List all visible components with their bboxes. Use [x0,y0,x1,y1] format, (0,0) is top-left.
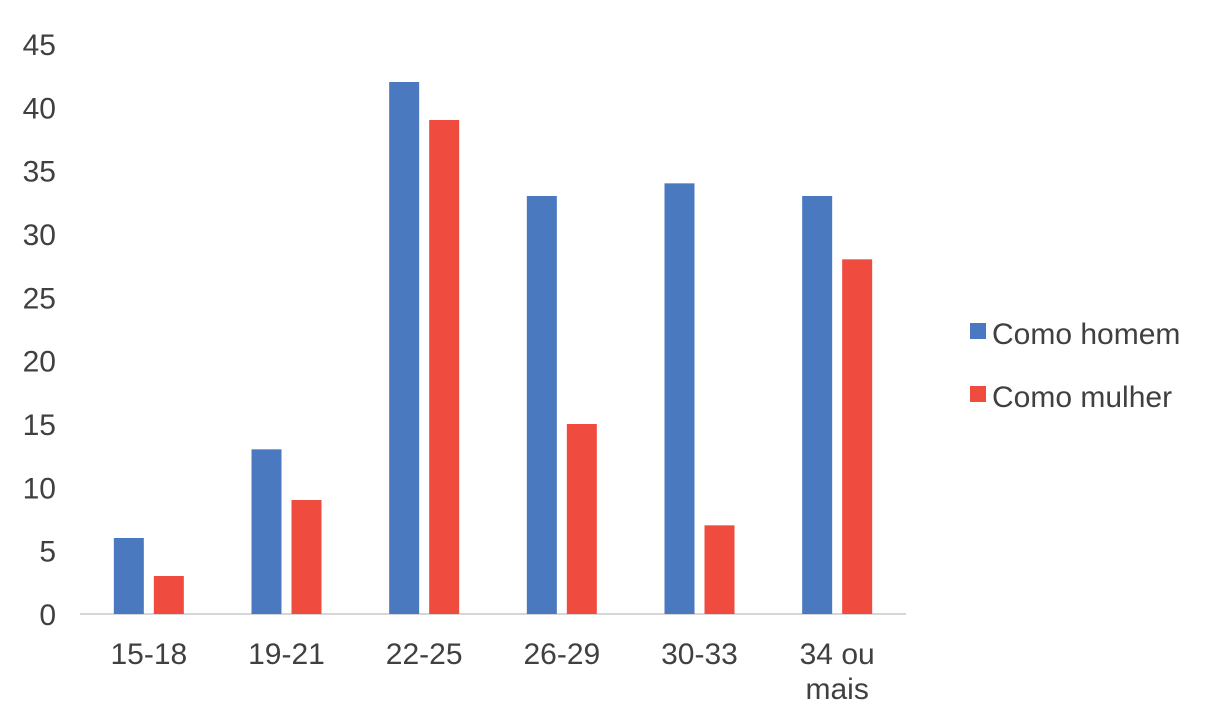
bar-como-mulher [153,576,184,614]
bar-como-homem [113,538,144,614]
x-tick-label: 26-29 [523,638,600,671]
x-tick-label: 22-25 [386,638,463,671]
y-tick-label: 10 [23,472,56,505]
y-tick-label: 40 [23,92,56,125]
y-tick-label: 20 [23,346,56,379]
y-tick-label: 15 [23,409,56,442]
y-tick-label: 35 [23,156,56,189]
y-tick-label: 45 [23,29,56,62]
bar-como-mulher [566,424,597,614]
bar-como-homem [389,82,420,614]
legend-swatch [970,386,986,402]
x-tick-label: 30-33 [661,638,738,671]
legend-label: Como mulher [992,381,1172,414]
y-tick-label: 25 [23,282,56,315]
bar-como-homem [664,183,695,615]
y-axis-ticks: 0 5 10 15 20 25 30 35 40 45 [23,29,56,632]
legend-swatch [970,323,986,339]
bar-como-mulher [842,259,873,614]
legend: Como homem Como mulher [970,318,1180,414]
x-tick-label: 15-18 [110,638,187,671]
x-axis-ticks: 15-18 19-21 22-25 26-29 30-33 34 ou mais [110,638,874,706]
x-tick-label: 19-21 [248,638,325,671]
bar-como-homem [526,196,557,614]
bar-como-homem [802,196,833,614]
bar-como-mulher [704,525,735,614]
y-tick-label: 5 [39,536,56,569]
x-tick-label: 34 ou mais [800,638,875,706]
legend-label: Como homem [992,318,1180,351]
bar-como-mulher [291,500,322,614]
y-tick-label: 0 [39,599,56,632]
bar-como-mulher [429,120,460,614]
y-tick-label: 30 [23,219,56,252]
bar-como-homem [251,449,282,614]
bars [113,82,873,615]
